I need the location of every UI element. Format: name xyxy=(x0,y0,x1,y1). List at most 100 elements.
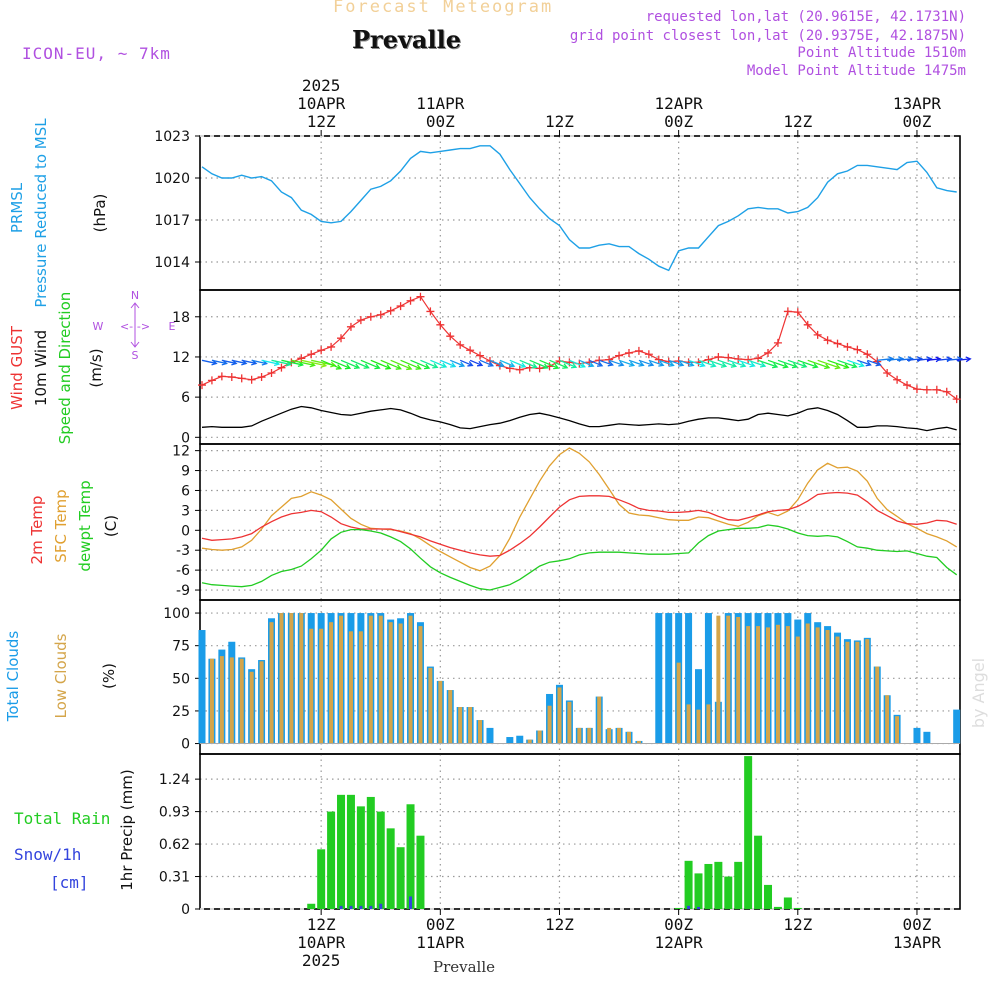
low-cloud-bar xyxy=(855,641,860,744)
low-cloud-bar xyxy=(885,695,890,744)
wind-arrow-head xyxy=(476,360,484,367)
wind-arrow-head xyxy=(607,360,614,367)
wind-arrow-head xyxy=(363,363,370,369)
model-point-altitude: Model Point Altitude 1475m xyxy=(746,63,966,79)
gust-marker xyxy=(217,372,226,381)
rain-bar xyxy=(704,863,713,909)
wind-direction-arrow xyxy=(390,359,412,370)
rain-bar xyxy=(694,873,703,909)
wind-arrow-head xyxy=(824,363,831,370)
wind-arrow-head xyxy=(542,363,549,369)
wind-direction-arrow xyxy=(370,359,391,370)
wind-direction-arrow xyxy=(201,359,217,365)
gust-marker xyxy=(833,339,842,348)
wind-direction-arrow xyxy=(509,359,526,368)
top-time-label-0-1: 10APR xyxy=(297,94,346,113)
wind-direction-arrow xyxy=(668,359,684,366)
low-cloud-bar xyxy=(766,627,771,744)
low-cloud-bar xyxy=(597,696,602,744)
wind-direction-arrow xyxy=(221,359,237,365)
wind-direction-arrow xyxy=(539,359,559,369)
wind-direction-arrow xyxy=(698,359,716,367)
clouds-ytick-label-3: 75 xyxy=(172,639,190,655)
pressure-unit-label: (hPa) xyxy=(91,194,109,233)
gust-marker xyxy=(337,334,346,343)
gust-marker xyxy=(704,355,713,364)
wind-arrow-head xyxy=(424,363,431,370)
wind-direction-arrow xyxy=(469,359,483,366)
bottom-time-label-1-1: 11APR xyxy=(416,933,465,952)
gust-marker xyxy=(247,375,256,384)
gust-marker xyxy=(893,375,902,384)
pressure-ytick-label-0: 1014 xyxy=(154,255,190,271)
gust-marker xyxy=(793,308,802,317)
gust-marker xyxy=(535,364,544,373)
low-cloud-bar xyxy=(418,626,423,744)
precip-ytick-label-1: 0.31 xyxy=(159,870,190,886)
wind-direction-arrow xyxy=(340,359,360,369)
gust-marker xyxy=(764,348,773,357)
rain-bar xyxy=(684,860,693,909)
rain-bar xyxy=(416,835,425,909)
low-cloud-bar xyxy=(378,615,383,744)
low-cloud-bar xyxy=(567,701,572,744)
gust-marker xyxy=(922,385,931,394)
gust-marker xyxy=(267,369,276,378)
snow-bar xyxy=(409,896,413,909)
compass-n: N xyxy=(131,289,139,302)
clouds-ytick-label-1: 25 xyxy=(172,704,190,720)
gust-marker xyxy=(505,364,514,373)
low-cloud-bar xyxy=(636,740,641,744)
wind-arrow-head xyxy=(647,361,655,367)
low-cloud-bar xyxy=(468,707,473,744)
wind-arrow-head xyxy=(801,362,808,369)
gust-marker xyxy=(783,307,792,316)
top-time-label-3-0: 12APR xyxy=(655,94,704,113)
rain-bar xyxy=(386,828,395,909)
speed-direction-label: Speed and Direction xyxy=(56,292,74,445)
gust-marker xyxy=(734,354,743,363)
wind-direction-arrow xyxy=(549,359,568,369)
wind-arrow-head xyxy=(588,361,595,368)
precip-ytick-label-4: 1.24 xyxy=(159,772,190,788)
wind-arrow-head xyxy=(579,362,587,368)
total-clouds-label: Total Clouds xyxy=(4,631,22,723)
wind10m-label: 10m Wind xyxy=(32,330,50,406)
bottom-time-label-2-0: 12Z xyxy=(545,915,574,934)
top-time-label-1-1: 00Z xyxy=(426,112,455,131)
wind-arrow-head xyxy=(678,361,685,367)
precip-panel-frame xyxy=(199,753,961,910)
low-cloud-bar xyxy=(895,716,900,744)
top-time-label-5-0: 13APR xyxy=(893,94,942,113)
wind-direction-arrow xyxy=(400,359,421,370)
low-cloud-bar xyxy=(279,613,284,744)
low-cloud-bar xyxy=(229,657,234,744)
temperature-ytick-label-5: 6 xyxy=(181,483,190,499)
total-cloud-bar xyxy=(704,613,712,744)
rain-bar xyxy=(674,907,683,909)
wind-direction-arrow xyxy=(449,359,465,367)
wind-arrow-head xyxy=(597,361,604,367)
total-cloud-bar xyxy=(486,727,494,744)
wind-direction-arrow xyxy=(648,359,664,366)
bottom-time-label-5-0: 00Z xyxy=(903,915,932,934)
bottom-time-label-0-1: 10APR xyxy=(297,933,346,952)
wind-arrow-head xyxy=(965,356,972,363)
low-cloud-bar xyxy=(785,626,790,744)
low-cloud-bar xyxy=(458,707,463,744)
low-cloud-bar xyxy=(686,704,691,744)
gust-marker xyxy=(327,342,336,351)
wind-ytick-label-0: 0 xyxy=(181,430,190,446)
gust-marker xyxy=(903,381,912,390)
snow-bar xyxy=(349,905,353,909)
low-cloud-bar xyxy=(825,630,830,744)
wind-unit-label: (m/s) xyxy=(87,348,105,387)
wind-direction-arrow xyxy=(350,359,369,369)
low-cloud-bar xyxy=(309,628,314,744)
gust-marker xyxy=(277,363,286,372)
wind-arrow-head xyxy=(759,362,767,368)
low-cloud-bar xyxy=(845,641,850,744)
sfc-temp-line xyxy=(201,447,958,572)
bottom-time-label-1-0: 00Z xyxy=(426,915,455,934)
